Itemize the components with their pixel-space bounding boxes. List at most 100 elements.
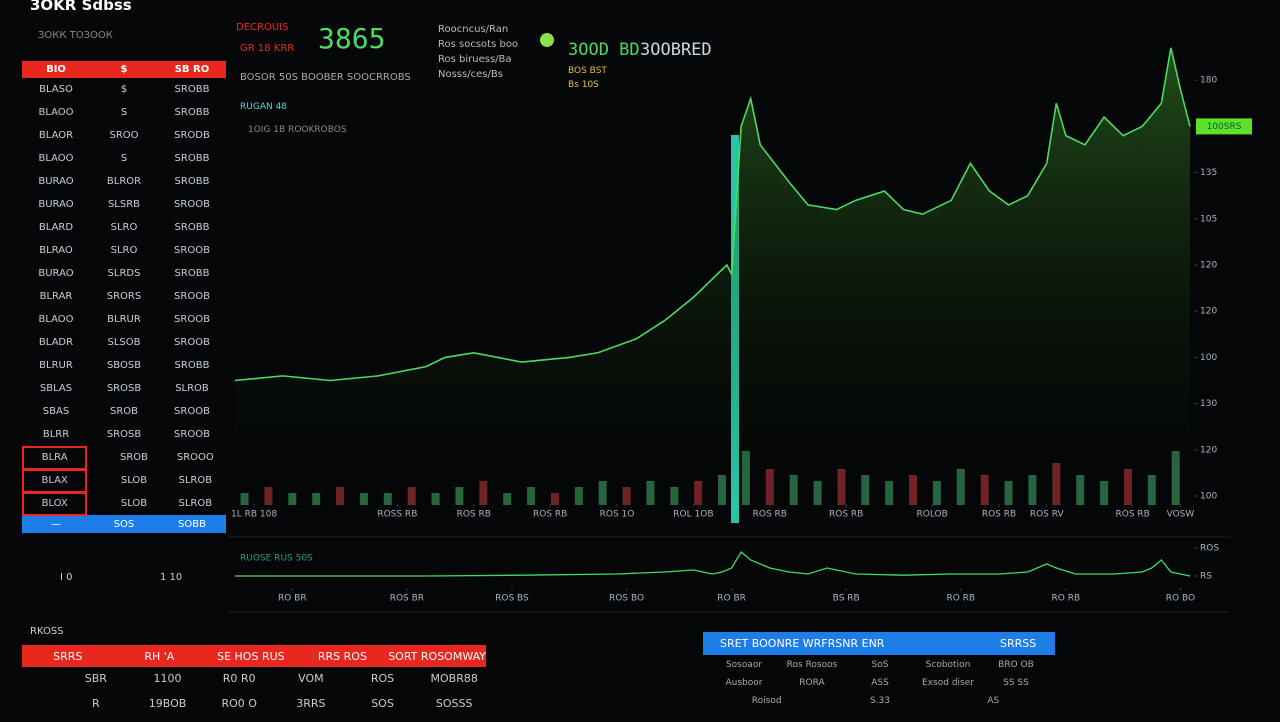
volume-bar bbox=[741, 451, 750, 505]
cell: SBLAS bbox=[39, 383, 73, 394]
order-book-lower: I 0 bbox=[60, 572, 73, 583]
cell: 19BOB bbox=[148, 697, 187, 710]
order-row: BLAOO BLRUR SROOB bbox=[22, 308, 226, 331]
status-icon bbox=[540, 33, 554, 47]
cell: S.33 bbox=[869, 696, 890, 706]
cell: Sosoaor bbox=[725, 660, 763, 670]
stat-small: BOS BST bbox=[568, 66, 607, 76]
volume-bar bbox=[646, 481, 655, 505]
orders-rows: SBR 1100 R0 R0 VOM ROS MOBR88 R 19BOB RO0 O 3RRS S… bbox=[60, 672, 490, 722]
ticker-sub: 1OIG 1B ROOKROBOS bbox=[248, 125, 347, 135]
cell: BLRAR bbox=[39, 291, 73, 302]
search[interactable]: ЗОКК ТОЗООК bbox=[38, 30, 113, 41]
cell: Ros Rosoos bbox=[786, 660, 838, 670]
x-tick-label: ROSS RB bbox=[377, 510, 417, 520]
price-line bbox=[234, 47, 1191, 382]
cell: AS bbox=[987, 696, 1000, 706]
x-tick-label: RO BR bbox=[278, 594, 307, 604]
cell: SoS bbox=[871, 660, 889, 670]
order-row: BLRAO SLRO SROOB bbox=[22, 239, 226, 262]
volume-bar bbox=[1171, 451, 1180, 505]
summary-row: Ausboor RORA ASS Exsod diser SS SS bbox=[710, 678, 1050, 696]
volume-bar bbox=[336, 487, 345, 505]
volume-bar bbox=[527, 487, 536, 505]
cell: VOM bbox=[298, 672, 324, 685]
cell: Exsod diser bbox=[922, 678, 974, 688]
orders-row: R 19BOB RO0 O 3RRS SOS SOSSS bbox=[60, 697, 490, 722]
y-tick-label: ROS bbox=[1200, 544, 1219, 554]
cell: SLSRB bbox=[107, 199, 141, 210]
cell: BLRAO bbox=[39, 245, 73, 256]
x-tick-label: RO RB bbox=[946, 594, 975, 604]
volume-bar bbox=[1004, 481, 1013, 505]
cell: MOBR88 bbox=[430, 672, 478, 685]
cell: BLRR bbox=[42, 429, 70, 440]
order-row: BLADR SLSOB SROOB bbox=[22, 331, 226, 354]
volume-bar bbox=[885, 481, 894, 505]
indicator-title: RUOSE RUS 50S bbox=[240, 554, 313, 564]
order-row: SBAS SROB SROOB bbox=[22, 400, 226, 423]
order-row: BURAO BLROR SROBB bbox=[22, 170, 226, 193]
cell: ROS bbox=[370, 672, 395, 685]
order-row: BLRA SROB SROOO bbox=[21, 445, 226, 470]
order-row: BLRR SROSB SROOB bbox=[22, 423, 226, 446]
volume-bar bbox=[765, 469, 774, 505]
volume-bar bbox=[479, 481, 488, 505]
summary-row: Roisod S.33 AS bbox=[710, 696, 1050, 714]
summary-right: SRRSS bbox=[1000, 637, 1037, 650]
cell: SROOB bbox=[174, 245, 210, 256]
order-row: BLAOO S SROBB bbox=[22, 101, 226, 124]
volume-bar bbox=[813, 481, 822, 505]
area-fill bbox=[235, 47, 1190, 497]
order-row: — SOS SOBB bbox=[22, 515, 226, 533]
volume-bar bbox=[1147, 475, 1156, 505]
volume-bar bbox=[861, 475, 870, 505]
cell: BURAO bbox=[38, 176, 74, 187]
x-tick-label: ROS RB bbox=[533, 510, 567, 520]
x-tick-label: ROS RB bbox=[829, 510, 863, 520]
cell: SROO bbox=[109, 130, 139, 141]
cell: R bbox=[92, 697, 100, 710]
volume-bar bbox=[1076, 475, 1085, 505]
summary-title: SRET BOONRE WRFRSNR ENR bbox=[720, 637, 885, 650]
header-cell: SORT ROSOMWAY bbox=[388, 649, 486, 663]
cell: Scobotion bbox=[925, 660, 971, 670]
cell: SROOB bbox=[174, 429, 210, 440]
cell: Roisod bbox=[751, 696, 782, 706]
volume-bar bbox=[240, 493, 249, 505]
y-tick-label: 120 bbox=[1200, 445, 1217, 455]
y-tick-label: 180 bbox=[1200, 76, 1217, 86]
cell: SRODB bbox=[174, 130, 210, 141]
cell: BLRA bbox=[21, 445, 88, 470]
cell: Ausboor bbox=[725, 678, 763, 688]
orders-title: RKOSS bbox=[30, 626, 64, 637]
x-tick-label: ROS BS bbox=[495, 594, 529, 604]
cell: SLRO bbox=[110, 245, 138, 256]
volume-bar bbox=[1123, 469, 1132, 505]
cell: 1100 bbox=[153, 672, 182, 685]
y-tick-label: 100 bbox=[1200, 492, 1217, 502]
cell: SOSSS bbox=[435, 697, 473, 710]
order-book: BIO $ SB RO BLASO $ SROBB BLAOO S SROBB BLAOR SROO… bbox=[21, 61, 226, 533]
orders-row: SBR 1100 R0 R0 VOM ROS MOBR88 bbox=[60, 672, 490, 697]
ticker-name: DECROUIS bbox=[236, 22, 289, 33]
x-tick-label: 1L RB 108 bbox=[231, 510, 277, 520]
cell: SROBB bbox=[174, 107, 210, 118]
stat-line: Ros socsots boo bbox=[438, 39, 519, 50]
cell: BLAOO bbox=[38, 153, 74, 164]
x-tick-label: RO BR bbox=[717, 594, 746, 604]
volume-bar bbox=[694, 481, 703, 505]
x-tick-label: ROS BR bbox=[390, 594, 424, 604]
y-tick-label: 120 bbox=[1200, 307, 1217, 317]
x-tick-label: RO RB bbox=[1052, 594, 1081, 604]
cell: R0 R0 bbox=[222, 672, 256, 685]
cell: SLROB bbox=[178, 475, 213, 486]
cell: BLOX bbox=[21, 491, 88, 516]
cell: SLOB bbox=[120, 498, 148, 509]
cell: SROOB bbox=[174, 291, 210, 302]
volume-bar bbox=[956, 469, 965, 505]
volume-bar bbox=[1100, 481, 1109, 505]
cell: BLRUR bbox=[107, 314, 141, 325]
orders-header: SRRS RH 'A SE HOS RUS RRS ROS SORT ROSOMWAY bbox=[22, 645, 486, 667]
cell: SROBB bbox=[174, 153, 210, 164]
